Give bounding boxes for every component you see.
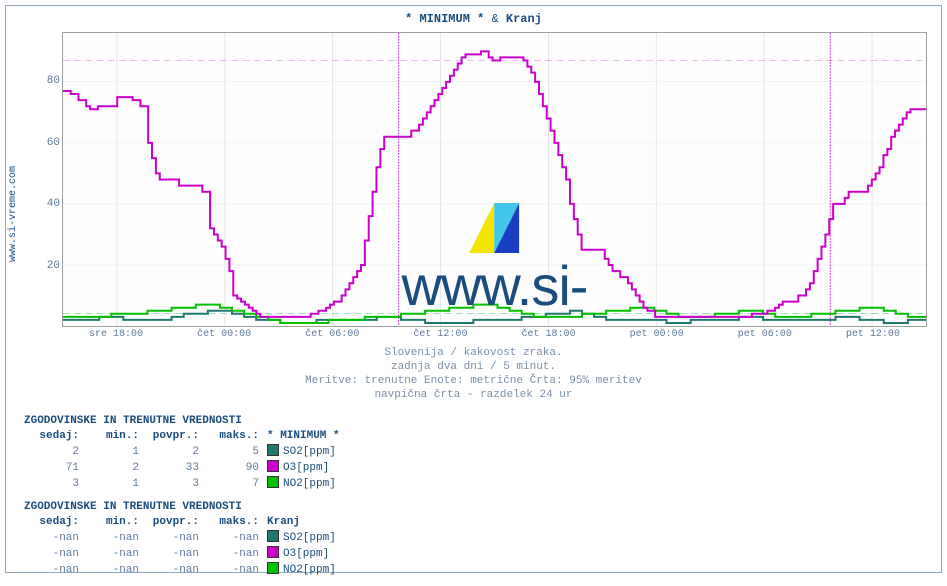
x-tick: pet 00:00 [630, 329, 684, 340]
legend-swatch [267, 460, 279, 472]
table-cell: -nan [139, 563, 199, 578]
table-cell: -nan [199, 531, 259, 546]
legend-label: O3[ppm] [283, 462, 329, 474]
x-tick: sre 18:00 [89, 329, 143, 340]
table-cell: -nan [199, 547, 259, 562]
table-cell: 1 [79, 445, 139, 460]
table-col-header: povpr.: [139, 515, 199, 530]
table-station: * MINIMUM * [267, 430, 340, 442]
x-tick: pet 12:00 [846, 329, 900, 340]
y-ticks: 20 40 60 80 [36, 32, 60, 327]
table-row: 3137NO2[ppm] [24, 476, 340, 492]
subtitle-line: Meritve: trenutne Enote: metrične Črta: … [6, 374, 941, 388]
y-tick: 20 [36, 260, 60, 272]
subtitle-line: zadnja dva dni / 5 minut. [6, 360, 941, 374]
legend-label: NO2[ppm] [283, 564, 336, 576]
table-cell: 2 [79, 461, 139, 476]
stats-table: ZGODOVINSKE IN TRENUTNE VREDNOSTIsedaj:m… [24, 414, 340, 492]
table-station: Kranj [267, 516, 300, 528]
table-cell: -nan [79, 547, 139, 562]
table-cell: -nan [24, 547, 79, 562]
legend-label: SO2[ppm] [283, 446, 336, 458]
x-tick: čet 00:00 [197, 329, 251, 340]
table-cell: 5 [199, 445, 259, 460]
y-tick: 40 [36, 198, 60, 210]
x-tick: čet 18:00 [522, 329, 576, 340]
table-col-header: maks.: [199, 429, 259, 444]
table-cell: -nan [199, 563, 259, 578]
table-cell: 71 [24, 461, 79, 476]
table-cell: -nan [79, 563, 139, 578]
legend-label: NO2[ppm] [283, 478, 336, 490]
table-col-header: min.: [79, 515, 139, 530]
legend-swatch [267, 546, 279, 558]
legend-swatch [267, 444, 279, 456]
x-tick: čet 06:00 [305, 329, 359, 340]
subtitle-block: Slovenija / kakovost zraka. zadnja dva d… [6, 346, 941, 402]
title-station: Kranj [506, 12, 542, 26]
table-row: -nan-nan-nan-nanSO2[ppm] [24, 530, 340, 546]
table-row: 2125SO2[ppm] [24, 444, 340, 460]
table-cell: -nan [24, 531, 79, 546]
table-col-header: maks.: [199, 515, 259, 530]
table-col-header: povpr.: [139, 429, 199, 444]
chart-container: www.si-vreme.com * MINIMUM * & Kranj 20 4… [5, 5, 942, 573]
plot-svg [63, 33, 926, 326]
table-cell: -nan [139, 547, 199, 562]
x-tick: pet 06:00 [738, 329, 792, 340]
table-cell: -nan [79, 531, 139, 546]
y-tick: 60 [36, 137, 60, 149]
title-prefix: * MINIMUM * [405, 12, 491, 26]
table-header: sedaj:min.:povpr.:maks.: Kranj [24, 515, 340, 530]
table-cell: 2 [139, 445, 199, 460]
legend-swatch [267, 562, 279, 574]
y-tick: 80 [36, 75, 60, 87]
title-sep: & [492, 12, 506, 26]
table-cell: -nan [139, 531, 199, 546]
table-row: -nan-nan-nan-nanNO2[ppm] [24, 562, 340, 578]
chart-title: * MINIMUM * & Kranj [6, 12, 941, 26]
table-col-header: min.: [79, 429, 139, 444]
legend-label: SO2[ppm] [283, 532, 336, 544]
table-cell: -nan [24, 563, 79, 578]
table-cell: 90 [199, 461, 259, 476]
table-cell: 3 [139, 477, 199, 492]
table-cell: 33 [139, 461, 199, 476]
y-axis-label: www.si-vreme.com [8, 166, 19, 262]
table-row: -nan-nan-nan-nanO3[ppm] [24, 546, 340, 562]
subtitle-line: navpična črta - razdelek 24 ur [6, 388, 941, 402]
table-title: ZGODOVINSKE IN TRENUTNE VREDNOSTI [24, 414, 340, 429]
table-cell: 1 [79, 477, 139, 492]
table-row: 7123390 O3[ppm] [24, 460, 340, 476]
x-tick: čet 12:00 [413, 329, 467, 340]
table-cell: 3 [24, 477, 79, 492]
legend-swatch [267, 476, 279, 488]
legend-swatch [267, 530, 279, 542]
table-cell: 7 [199, 477, 259, 492]
table-title: ZGODOVINSKE IN TRENUTNE VREDNOSTI [24, 500, 340, 515]
table-col-header: sedaj: [24, 429, 79, 444]
table-col-header: sedaj: [24, 515, 79, 530]
data-tables: ZGODOVINSKE IN TRENUTNE VREDNOSTIsedaj:m… [24, 414, 340, 586]
legend-label: O3[ppm] [283, 548, 329, 560]
plot-area: www.si-vreme.com [62, 32, 927, 327]
table-cell: 2 [24, 445, 79, 460]
x-ticks: sre 18:00 čet 00:00 čet 06:00 čet 12:00 čet … [62, 329, 927, 343]
subtitle-line: Slovenija / kakovost zraka. [6, 346, 941, 360]
table-header: sedaj:min.:povpr.:maks.: * MINIMUM * [24, 429, 340, 444]
stats-table: ZGODOVINSKE IN TRENUTNE VREDNOSTIsedaj:m… [24, 500, 340, 578]
